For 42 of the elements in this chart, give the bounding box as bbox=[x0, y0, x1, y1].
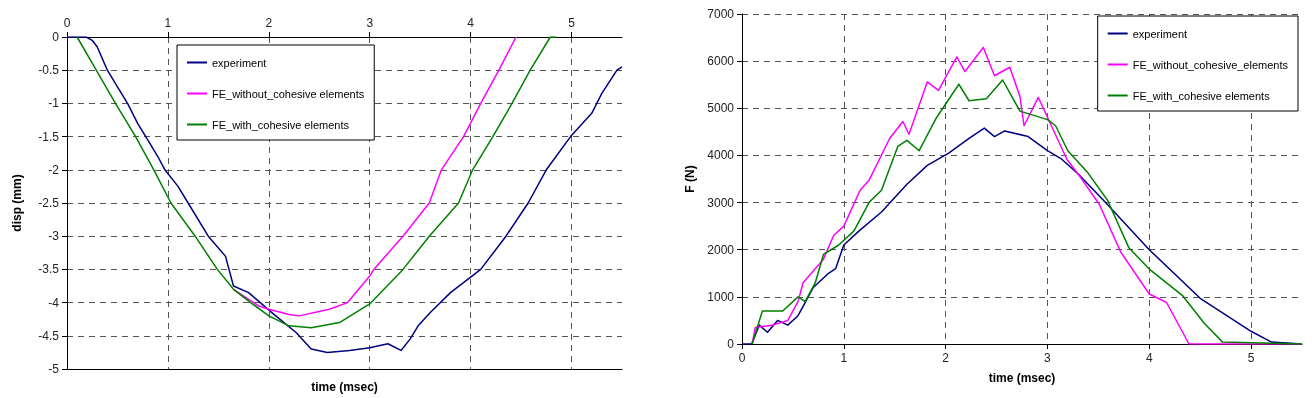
x2-tick-label: 2 bbox=[265, 16, 273, 30]
line-series bbox=[76, 36, 558, 329]
x2-tick-label: 1 bbox=[164, 16, 172, 30]
y-tick-label: -4.5 bbox=[38, 328, 60, 343]
legend-label: experiment bbox=[212, 56, 267, 69]
x-axis-title: time (msec) bbox=[988, 371, 1056, 385]
x-tick-label: 4 bbox=[1145, 351, 1153, 365]
y-tick-label: 0 bbox=[727, 337, 735, 351]
x-axis-title: time (msec) bbox=[311, 380, 378, 394]
y-tick-label: -5 bbox=[48, 362, 60, 376]
y-tick-label: -1 bbox=[48, 96, 60, 111]
x-tick-label: 2 bbox=[942, 351, 950, 365]
y-tick-label: -4 bbox=[48, 295, 60, 310]
y-tick-label: -2.5 bbox=[38, 196, 60, 210]
y-tick-label: -1.5 bbox=[38, 129, 60, 144]
y-tick-label: 4000 bbox=[707, 148, 735, 163]
x2-tick-label: 5 bbox=[568, 16, 576, 30]
y-tick-label: 0 bbox=[52, 30, 60, 44]
x2-tick-label: 0 bbox=[63, 16, 71, 30]
x-tick-label: 3 bbox=[1044, 351, 1052, 365]
x-tick-label: 5 bbox=[1247, 351, 1255, 365]
y-tick-label: -0.5 bbox=[38, 63, 60, 78]
x-tick-label: 1 bbox=[840, 351, 848, 365]
legend-label: FE_with_cohesive elements bbox=[1132, 89, 1271, 102]
x2-tick-label: 4 bbox=[467, 16, 475, 30]
y-axis-title: F (N) bbox=[683, 165, 698, 193]
y-tick-label: -3.5 bbox=[38, 262, 60, 277]
x-tick-label: 0 bbox=[738, 351, 746, 365]
y-tick-label: 1000 bbox=[707, 289, 735, 304]
y-axis-title: disp (mm) bbox=[10, 174, 24, 232]
y-tick-label: -3 bbox=[48, 229, 60, 244]
y-tick-label: 5000 bbox=[707, 101, 735, 116]
x2-tick-label: 3 bbox=[366, 16, 374, 30]
y-tick-label: 6000 bbox=[707, 54, 735, 69]
y-tick-label: 2000 bbox=[707, 242, 735, 257]
y-tick-label: 7000 bbox=[707, 7, 735, 21]
legend-label: FE_without_cohesive elements bbox=[212, 87, 365, 100]
y-tick-label: -2 bbox=[48, 162, 60, 177]
legend-label: experiment bbox=[1132, 27, 1188, 40]
y-tick-label: 3000 bbox=[707, 195, 735, 210]
legend-label: FE_with_cohesive elements bbox=[212, 118, 350, 131]
legend-label: FE_without_cohesive_elements bbox=[1132, 58, 1289, 71]
